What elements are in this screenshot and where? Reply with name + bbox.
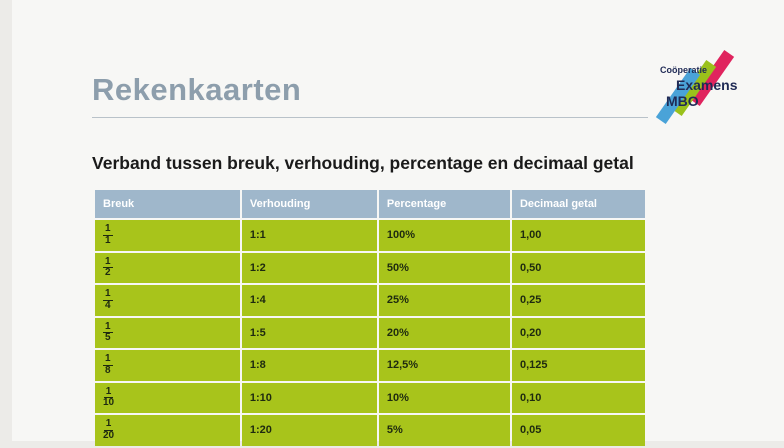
table-cell: 1,00 <box>512 220 645 251</box>
denominator: 5 <box>105 333 111 344</box>
header-cell: Decimaal getal <box>512 190 645 218</box>
table-row: 15 1:520%0,20 <box>95 318 647 349</box>
denominator: 20 <box>103 431 114 442</box>
table-cell: 11 <box>95 220 240 251</box>
table-cell: 1:1 <box>242 220 377 251</box>
title: Rekenkaarten <box>92 72 301 108</box>
page: Rekenkaarten Coöperatie Examens MBO Verb… <box>0 0 784 441</box>
header-cell: Verhouding <box>242 190 377 218</box>
table-cell: 100% <box>379 220 510 251</box>
table-cell: 1:4 <box>242 285 377 316</box>
table-cell: 0,50 <box>512 253 645 284</box>
table-cell: 14 <box>95 285 240 316</box>
table-cell: 1:8 <box>242 350 377 381</box>
table-cell: 12,5% <box>379 350 510 381</box>
table-cell: 1:2 <box>242 253 377 284</box>
table: BreukVerhoudingPercentageDecimaal getal1… <box>95 190 647 448</box>
paper: Rekenkaarten Coöperatie Examens MBO Verb… <box>12 0 784 441</box>
header-row: BreukVerhoudingPercentageDecimaal getal <box>95 190 647 218</box>
table-cell: 18 <box>95 350 240 381</box>
denominator: 2 <box>105 268 111 279</box>
table-cell: 10% <box>379 383 510 414</box>
table-cell: 0,20 <box>512 318 645 349</box>
denominator: 1 <box>105 236 111 247</box>
table-cell: 110 <box>95 383 240 414</box>
table-cell: 20% <box>379 318 510 349</box>
fraction: 18 <box>103 354 113 376</box>
fraction: 15 <box>103 322 113 344</box>
header-cell: Breuk <box>95 190 240 218</box>
table-row: 110 1:1010%0,10 <box>95 383 647 414</box>
table-row: 11 1:1100%1,00 <box>95 220 647 251</box>
fraction: 14 <box>103 289 113 311</box>
header-cell: Percentage <box>379 190 510 218</box>
fraction: 11 <box>103 224 113 246</box>
table-cell: 25% <box>379 285 510 316</box>
logo-text: MBO <box>666 94 699 108</box>
fraction: 12 <box>103 257 113 279</box>
fraction: 120 <box>103 419 114 441</box>
table-row: 18 1:812,5%0,125 <box>95 350 647 381</box>
table-cell: 50% <box>379 253 510 284</box>
logo-text: Examens <box>676 78 737 92</box>
table-cell: 0,125 <box>512 350 645 381</box>
table-cell: 15 <box>95 318 240 349</box>
logo-text: Coöperatie <box>660 66 707 75</box>
subtitle: Verband tussen breuk, verhouding, percen… <box>92 153 634 174</box>
table-cell: 0,25 <box>512 285 645 316</box>
fraction: 110 <box>103 387 114 409</box>
table-row: 14 1:425%0,25 <box>95 285 647 316</box>
table-cell: 12 <box>95 253 240 284</box>
denominator: 10 <box>103 398 114 409</box>
denominator: 8 <box>105 366 111 377</box>
table-cell: 1:5 <box>242 318 377 349</box>
rule <box>92 117 648 118</box>
logo: Coöperatie Examens MBO <box>658 52 738 116</box>
table-cell: 1:10 <box>242 383 377 414</box>
denominator: 4 <box>105 301 111 312</box>
table-cell: 0,10 <box>512 383 645 414</box>
table-row: 12 1:250%0,50 <box>95 253 647 284</box>
